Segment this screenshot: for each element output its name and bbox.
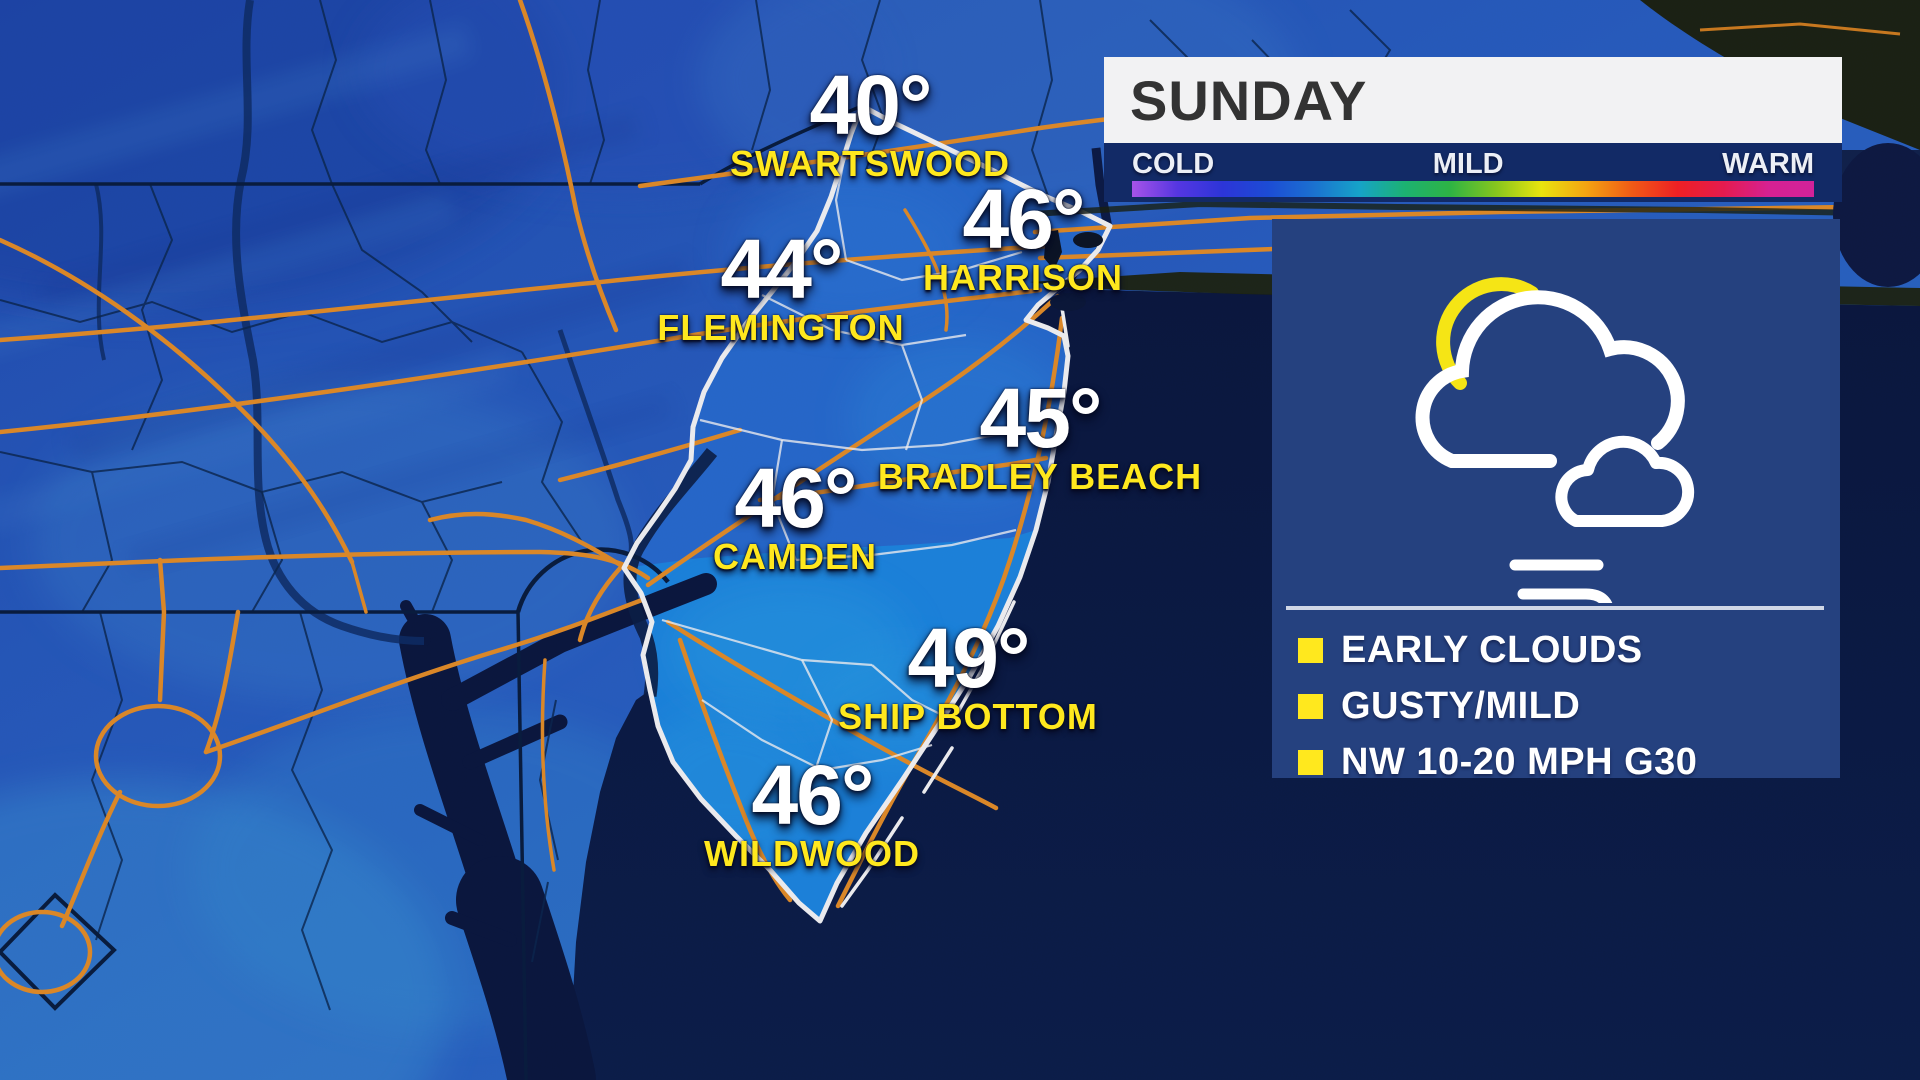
temperature-scale: COLD MILD WARM: [1104, 143, 1842, 202]
bullet-square-icon: [1298, 694, 1323, 719]
temp-value: 46°: [962, 172, 1085, 266]
temp-value: 46°: [751, 748, 874, 842]
temp-value: 45°: [979, 371, 1102, 465]
city-label: CAMDEN: [713, 536, 877, 577]
city-label: HARRISON: [922, 257, 1124, 298]
station-flemington: 44° FLEMINGTON: [657, 227, 904, 349]
temperature-gradient-strip: [1132, 181, 1814, 197]
scale-cold-label: COLD: [1132, 148, 1215, 180]
forecast-bullet-list: EARLY CLOUDS GUSTY/MILD NW 10-20 MPH G30: [1298, 629, 1830, 784]
sun-behind-clouds-wind-icon: [1415, 277, 1695, 603]
city-label: SWARTSWOOD: [730, 143, 1010, 184]
station-wildwood: 46° WILDWOOD: [704, 753, 920, 875]
station-harrison: 46° HARRISON: [923, 177, 1123, 299]
temp-value: 44°: [720, 222, 843, 316]
city-label: FLEMINGTON: [657, 307, 905, 348]
panel-divider: [1286, 606, 1824, 610]
temp-value: 40°: [809, 58, 932, 152]
bullet-square-icon: [1298, 750, 1323, 775]
day-header: SUNDAY: [1104, 57, 1842, 143]
station-ship-bottom: 49° SHIP BOTTOM: [838, 616, 1098, 738]
scale-warm-label: WARM: [1722, 148, 1814, 180]
station-camden: 46° CAMDEN: [713, 456, 877, 578]
forecast-bullet: GUSTY/MILD: [1298, 685, 1830, 728]
city-label: WILDWOOD: [704, 833, 920, 874]
forecast-bullet: NW 10-20 MPH G30: [1298, 741, 1830, 784]
bullet-text: NW 10-20 MPH G30: [1341, 741, 1698, 783]
temp-value: 49°: [907, 611, 1030, 705]
bullet-text: GUSTY/MILD: [1341, 685, 1581, 727]
station-bradley-beach: 45° BRADLEY BEACH: [878, 376, 1202, 498]
station-swartswood: 40° SWARTSWOOD: [730, 63, 1010, 185]
scale-mild-label: MILD: [1432, 148, 1504, 180]
city-label: SHIP BOTTOM: [838, 696, 1098, 737]
bullet-square-icon: [1298, 638, 1323, 663]
city-label: BRADLEY BEACH: [877, 456, 1203, 497]
forecast-panel: EARLY CLOUDS GUSTY/MILD NW 10-20 MPH G30: [1272, 219, 1840, 783]
day-label: SUNDAY: [1130, 68, 1368, 132]
temp-value: 46°: [734, 451, 857, 545]
bullet-text: EARLY CLOUDS: [1341, 629, 1643, 671]
forecast-bullet: EARLY CLOUDS: [1298, 629, 1830, 672]
